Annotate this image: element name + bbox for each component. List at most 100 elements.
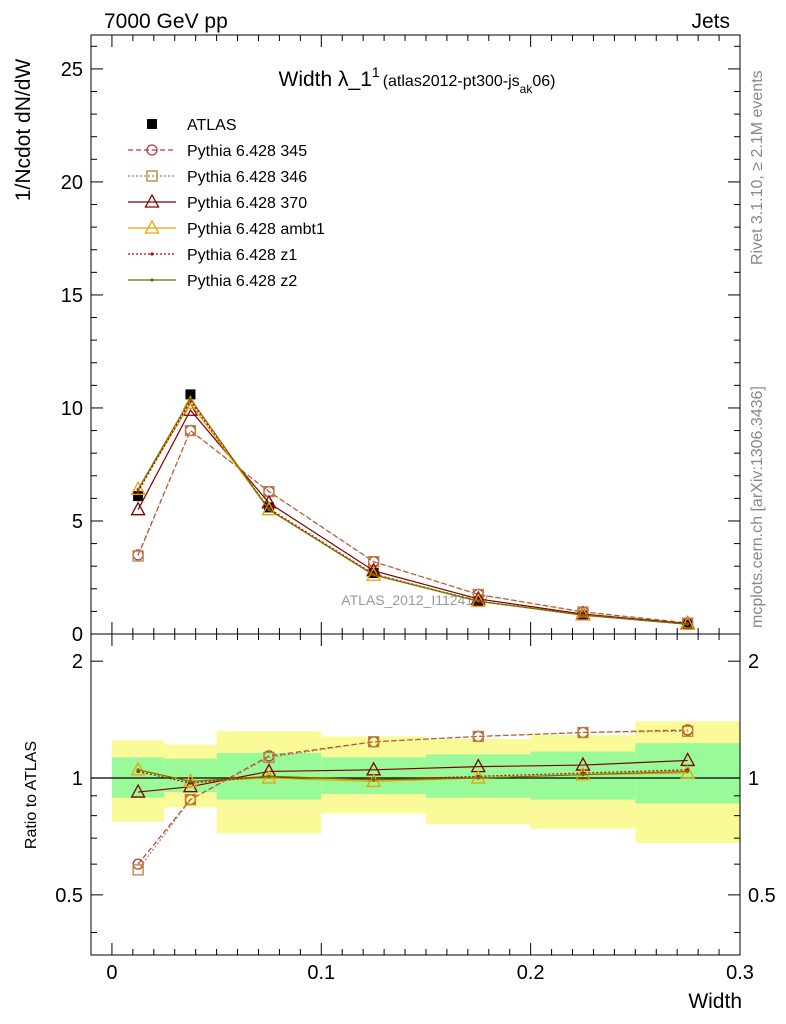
- legend-entry: Pythia 6.428 346: [128, 169, 307, 186]
- ratio-data-point: [372, 778, 376, 782]
- ratio-series-5: [136, 768, 690, 784]
- data-point: [476, 599, 480, 603]
- legend-entry: Pythia 6.428 ambt1: [128, 219, 325, 238]
- legend-marker: [150, 278, 154, 282]
- data-point: [581, 613, 585, 617]
- ratio-data-point: [366, 773, 382, 788]
- y-tick-label: 25: [61, 59, 83, 81]
- analysis-watermark: ATLAS_2012_I1124167: [341, 592, 489, 608]
- legend-label: Pythia 6.428 345: [187, 143, 307, 160]
- ratio-data-point: [575, 766, 591, 781]
- data-point: [185, 389, 196, 400]
- legend-marker: [144, 219, 160, 234]
- legend-entry: Pythia 6.428 370: [128, 193, 307, 212]
- ratio-data-point: [472, 730, 484, 743]
- ratio-plot: 0.5 0.5 1 1 2 2 0 0.1 0.2 0.3: [55, 633, 776, 984]
- series-line: [137, 429, 688, 624]
- ratio-data-point: [682, 725, 694, 737]
- data-point: [130, 501, 146, 516]
- series-2: [132, 424, 694, 629]
- y-tick-label: 0: [72, 624, 83, 646]
- ratio-data-point: [577, 726, 589, 739]
- main-y-axis-title: 1/Ncdot dN/dW: [12, 59, 35, 202]
- ratio-data-point: [130, 761, 146, 776]
- ratio-data-point: [132, 864, 144, 876]
- data-point: [132, 550, 144, 562]
- data-point: [182, 395, 199, 410]
- ratio-y-tick-label: 0.5: [55, 885, 83, 907]
- plot-title: Width λ_11(atlas2012-pt300-jsak06): [279, 64, 556, 96]
- process-label: Jets: [691, 10, 730, 33]
- beam-energy-label: 7000 GeV pp: [104, 10, 228, 33]
- x-axis-title: Width: [688, 990, 742, 1013]
- ratio-data-point: [188, 779, 193, 784]
- y-tick-label: 15: [61, 285, 83, 307]
- series-line: [137, 397, 688, 625]
- ratio-frame: [90, 633, 741, 956]
- y-tick-label: 20: [61, 172, 83, 194]
- legend-label: Pythia 6.428 z1: [187, 247, 297, 264]
- ratio-data-point: [263, 751, 275, 764]
- data-point: [136, 489, 140, 494]
- ratio-data-point: [130, 783, 146, 798]
- legend-marker: [144, 193, 160, 208]
- data-point: [366, 566, 382, 581]
- ratio-y-tick-label: 2: [72, 651, 83, 673]
- ratio-data-point: [686, 769, 690, 774]
- legend: ATLAS Pythia 6.428 345 Pythia 6.428 346 Pyt…: [128, 117, 325, 290]
- legend-marker: [147, 119, 157, 129]
- legend-label: ATLAS: [187, 117, 237, 134]
- series-line: [137, 400, 688, 625]
- data-point: [470, 590, 486, 605]
- data-point: [184, 424, 197, 437]
- legend-marker: [146, 170, 158, 182]
- x-tick-label: 0.2: [517, 962, 545, 984]
- legend-entry: Pythia 6.428 z2: [128, 273, 297, 290]
- ratio-data-point: [367, 736, 380, 748]
- ratio-series-line: [137, 730, 688, 871]
- x-tick-label: 0.3: [726, 962, 754, 984]
- data-point: [188, 397, 193, 401]
- legend-entry: Pythia 6.428 345: [128, 143, 307, 160]
- data-point: [130, 480, 146, 495]
- mcplots-source-label: mcplots.cern.ch [arXiv:1306.3436]: [749, 386, 766, 628]
- ratio-data-point: [182, 778, 199, 793]
- x-tick-label: 0.1: [307, 962, 335, 984]
- rivet-version-label: Rivet 3.1.10, ≥ 2.1M events: [749, 70, 766, 265]
- y-tick-label: 5: [72, 511, 83, 533]
- data-point: [261, 501, 277, 516]
- data-point: [184, 424, 197, 437]
- data-point: [133, 491, 144, 502]
- legend-label: Pythia 6.428 346: [187, 169, 307, 186]
- y-tick-label: 10: [61, 398, 83, 420]
- data-point: [686, 622, 690, 626]
- legend-marker: [150, 252, 154, 256]
- legend-label: Pythia 6.428 370: [187, 195, 307, 212]
- ratio-data-point: [136, 768, 140, 772]
- main-plot: 0 5 10 15 20 25: [61, 34, 741, 646]
- data-point: [267, 508, 271, 512]
- legend-entry: Pythia 6.428 z1: [128, 247, 297, 264]
- ratio-data-point: [581, 773, 585, 777]
- legend-marker: [146, 144, 158, 156]
- data-point: [367, 556, 380, 568]
- legend-label: Pythia 6.428 z2: [187, 273, 297, 290]
- data-point: [136, 487, 140, 491]
- ratio-y-axis-title: Ratio to ATLAS: [23, 741, 40, 849]
- ratio-data-point: [575, 756, 591, 771]
- legend-entry: ATLAS: [147, 117, 237, 134]
- ratio-data-point: [476, 776, 480, 780]
- ratio-y-tick-label: 1: [72, 768, 83, 790]
- data-point: [372, 573, 376, 577]
- x-tick-label: 0: [106, 962, 117, 984]
- ratio-uncertainty-bands: [111, 721, 740, 844]
- ratio-data-point: [470, 769, 486, 784]
- ratio-series-1: [132, 725, 694, 876]
- data-point: [575, 606, 591, 621]
- ratio-y-tick-label-right: 2: [748, 651, 759, 673]
- ratio-data-point: [184, 793, 197, 806]
- ratio-y-tick-label-right: 0.5: [748, 885, 776, 907]
- ratio-y-tick-label-right: 1: [748, 768, 759, 790]
- legend-label: Pythia 6.428 ambt1: [187, 221, 325, 238]
